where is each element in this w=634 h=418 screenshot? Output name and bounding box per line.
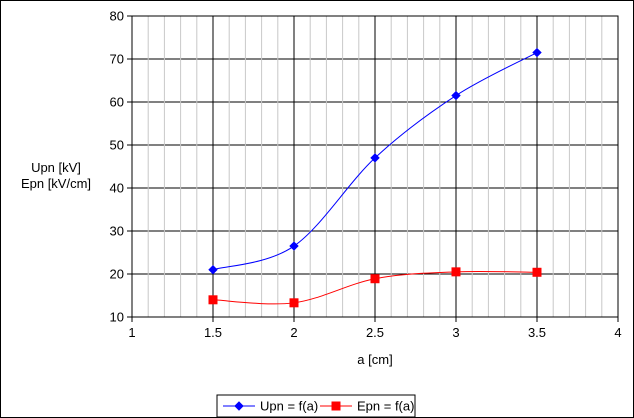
y-tick-label: 10 — [110, 310, 124, 325]
y-axis-label-line-2: Epn [kV/cm] — [21, 176, 91, 191]
series — [208, 47, 542, 308]
y-tick-label: 70 — [110, 52, 124, 67]
x-tick-label: 3 — [452, 325, 459, 340]
x-tick-label: 2.5 — [366, 325, 384, 340]
x-tick-label: 1.5 — [204, 325, 222, 340]
data-point — [532, 47, 542, 58]
legend: Upn = f(a) Epn = f(a) — [216, 394, 416, 417]
data-point — [289, 241, 299, 251]
x-tick-label: 3.5 — [528, 325, 546, 340]
data-point — [370, 274, 380, 284]
data-point — [289, 298, 299, 308]
x-tick-label: 2 — [290, 325, 297, 340]
legend-box — [216, 394, 416, 417]
legend-label: Upn = f(a) — [260, 399, 318, 414]
y-tick-label: 20 — [110, 267, 124, 282]
legend-marker — [331, 401, 341, 411]
y-tick-label: 30 — [110, 224, 124, 239]
y-tick-label: 50 — [110, 138, 124, 153]
data-point — [370, 153, 380, 163]
y-axis-label-line-1: Upn [kV] — [31, 160, 81, 175]
y-tick-label: 80 — [110, 9, 124, 24]
legend-label: Epn = f(a) — [357, 399, 414, 414]
legend-entry-1: Upn = f(a) — [223, 399, 318, 414]
legend-entry-2: Epn = f(a) — [320, 399, 414, 414]
grid — [131, 15, 619, 318]
y-tick-label: 60 — [110, 95, 124, 110]
x-tick-label: 1 — [128, 325, 135, 340]
x-axis-label: a [cm] — [357, 352, 392, 367]
y-axis-ticks: 10 20 30 40 50 60 70 80 — [110, 9, 132, 325]
data-point — [451, 267, 461, 277]
y-tick-label: 40 — [110, 181, 124, 196]
series-1 — [208, 47, 542, 275]
data-point — [532, 267, 542, 277]
x-axis-ticks: 1 1.5 2 2.5 3 3.5 4 — [128, 317, 622, 340]
data-point — [451, 90, 461, 101]
series-2 — [208, 267, 542, 308]
legend-marker — [234, 401, 244, 411]
x-tick-label: 4 — [614, 325, 621, 340]
data-point — [208, 295, 218, 305]
data-point — [208, 264, 218, 275]
